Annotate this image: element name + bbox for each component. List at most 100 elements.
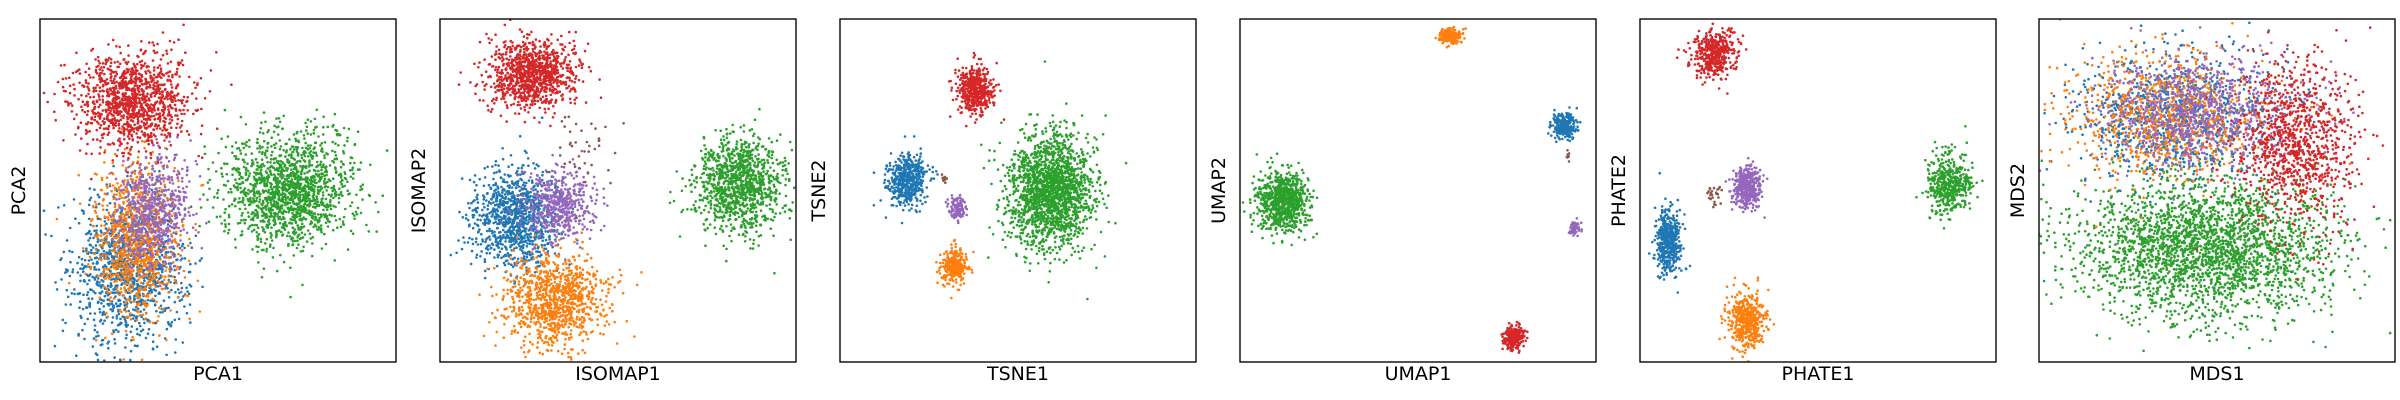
data-point <box>243 161 246 164</box>
data-point <box>77 334 80 337</box>
data-point <box>166 235 170 238</box>
data-point <box>125 231 129 234</box>
data-point <box>55 217 59 221</box>
data-point <box>206 198 209 202</box>
data-point <box>165 266 168 269</box>
data-point <box>130 325 134 328</box>
data-point <box>315 160 319 164</box>
data-point <box>155 138 158 141</box>
data-point <box>145 122 149 125</box>
data-point <box>235 181 238 185</box>
data-point <box>262 164 266 168</box>
data-point <box>124 166 128 170</box>
data-point <box>234 186 237 189</box>
data-point <box>262 179 266 183</box>
data-point <box>226 179 230 183</box>
data-point <box>140 214 143 217</box>
data-point <box>85 122 89 126</box>
data-point <box>160 238 163 241</box>
data-point <box>158 205 162 209</box>
data-point <box>238 221 242 225</box>
data-point <box>125 236 128 239</box>
data-point <box>87 297 90 300</box>
data-point <box>229 187 232 191</box>
data-point <box>297 243 300 246</box>
data-point <box>112 243 116 247</box>
data-point <box>169 60 173 64</box>
data-point <box>317 185 321 189</box>
data-point <box>63 63 66 67</box>
data-point <box>125 256 129 260</box>
data-point <box>97 195 101 199</box>
data-point <box>263 182 266 186</box>
data-point <box>151 252 154 255</box>
data-point <box>298 198 302 201</box>
data-point <box>140 179 144 183</box>
data-point <box>287 231 290 234</box>
data-point <box>189 262 192 266</box>
data-point <box>272 190 275 194</box>
data-point <box>147 161 151 165</box>
data-point <box>134 228 138 232</box>
data-point <box>245 144 248 147</box>
data-point <box>140 228 144 231</box>
data-point <box>180 119 184 123</box>
data-point <box>116 289 120 293</box>
data-point <box>334 142 337 145</box>
data-point <box>348 169 352 172</box>
data-point <box>146 133 149 136</box>
data-point <box>170 214 174 217</box>
data-point <box>292 202 296 205</box>
data-point <box>114 268 118 271</box>
data-point <box>156 221 160 224</box>
data-point <box>143 321 146 325</box>
data-point <box>323 154 326 157</box>
data-point <box>127 132 131 136</box>
data-point <box>132 217 135 221</box>
data-point <box>99 320 102 323</box>
data-point <box>281 189 285 192</box>
data-point <box>249 182 252 186</box>
data-point <box>171 253 174 256</box>
data-point <box>307 170 311 173</box>
data-point <box>226 162 229 166</box>
data-point <box>269 157 273 161</box>
data-point <box>299 160 302 163</box>
data-point <box>168 246 171 249</box>
data-point <box>173 239 177 243</box>
data-point <box>88 302 92 306</box>
data-point <box>105 192 109 196</box>
data-point <box>262 191 265 194</box>
data-point <box>161 205 165 208</box>
data-point <box>139 113 143 116</box>
data-point <box>286 158 289 161</box>
data-point <box>119 76 122 80</box>
data-point <box>164 188 168 192</box>
data-point <box>140 259 143 263</box>
data-point <box>171 245 175 248</box>
data-point <box>180 218 184 222</box>
data-point <box>142 300 145 304</box>
data-point <box>109 308 112 311</box>
data-point <box>168 140 171 143</box>
data-point <box>241 181 244 184</box>
data-point <box>148 184 151 187</box>
data-point <box>148 289 151 293</box>
data-point <box>132 282 136 286</box>
data-point <box>108 172 111 175</box>
data-point <box>177 271 181 275</box>
data-point <box>84 81 88 84</box>
data-point <box>118 308 122 312</box>
data-point <box>321 150 324 153</box>
data-point <box>309 133 313 136</box>
data-point <box>126 82 129 86</box>
data-point <box>255 196 259 200</box>
data-point <box>111 264 115 268</box>
data-point <box>75 113 78 116</box>
data-point <box>98 86 102 89</box>
data-point <box>155 101 158 104</box>
data-point <box>98 152 101 155</box>
data-point <box>249 218 253 221</box>
data-point <box>150 227 153 230</box>
data-point <box>246 162 249 165</box>
